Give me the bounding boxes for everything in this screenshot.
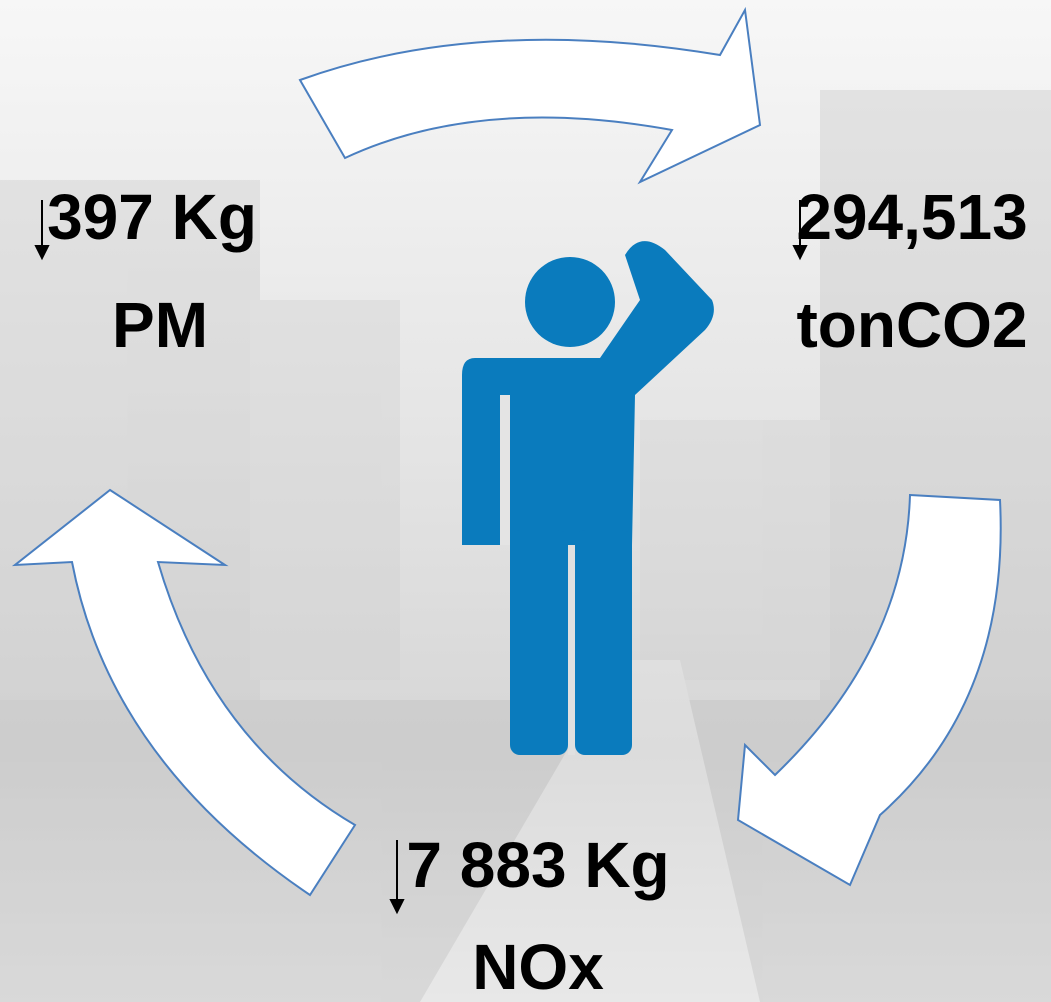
metric-label: PM [112, 289, 208, 361]
metric-value: 294,513 [796, 181, 1027, 253]
person-icon [462, 241, 714, 755]
cycle-arrow-right [736, 493, 1002, 887]
cycle-arrow-left [11, 488, 357, 897]
metric-value: 397 Kg [47, 181, 257, 253]
cycle-arrow-top [298, 6, 762, 185]
down-indicators [34, 200, 808, 915]
metric-label: tonCO2 [796, 289, 1027, 361]
street-scene [0, 90, 1051, 1002]
metric-value: 7 883 Kg [406, 829, 669, 901]
metric-label: NOx [472, 931, 604, 1002]
